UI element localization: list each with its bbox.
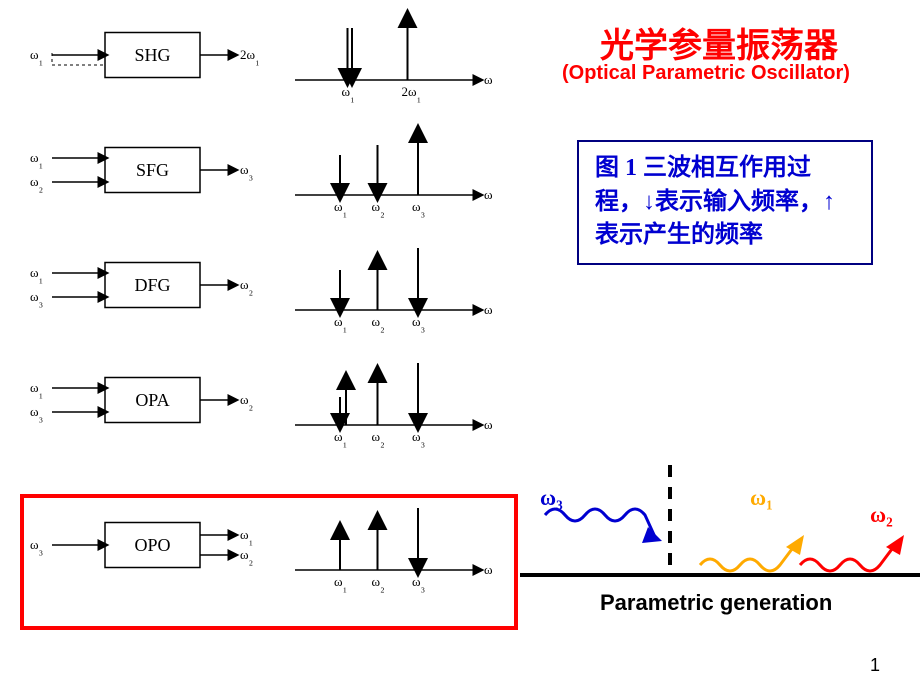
caption-text: 图 1 三波相互作用过程，↓表示输入频率，↑表示产生的频率 bbox=[595, 155, 835, 248]
svg-text:ω₃: ω₃ bbox=[412, 314, 425, 333]
parametric-generation-label: Parametric generation bbox=[600, 590, 832, 616]
svg-text:SHG: SHG bbox=[134, 45, 170, 65]
svg-text:ω₂: ω₂ bbox=[372, 199, 385, 218]
svg-text:ω₁: ω₁ bbox=[334, 199, 347, 218]
svg-text:ω₃: ω₃ bbox=[30, 289, 43, 308]
omega-3-label: ω₃ bbox=[540, 485, 563, 511]
svg-text:OPA: OPA bbox=[135, 390, 169, 410]
svg-text:2ω₁: 2ω₁ bbox=[240, 47, 260, 66]
svg-text:ω: ω bbox=[484, 417, 493, 432]
svg-text:ω₃: ω₃ bbox=[412, 574, 425, 593]
svg-text:ω₃: ω₃ bbox=[30, 404, 43, 423]
svg-text:ω₁: ω₁ bbox=[334, 314, 347, 333]
svg-text:ω: ω bbox=[484, 562, 493, 577]
svg-text:ω₁: ω₁ bbox=[30, 265, 43, 284]
title-english: (Optical Parametric Oscillator) bbox=[562, 62, 850, 85]
svg-text:ω₂: ω₂ bbox=[240, 392, 253, 411]
figure-caption: 图 1 三波相互作用过程，↓表示输入频率，↑表示产生的频率 bbox=[577, 140, 873, 265]
svg-text:ω₂: ω₂ bbox=[372, 429, 385, 448]
svg-text:ω: ω bbox=[484, 302, 493, 317]
svg-text:2ω₁: 2ω₁ bbox=[402, 84, 422, 103]
svg-text:ω₃: ω₃ bbox=[412, 199, 425, 218]
svg-text:ω₁: ω₁ bbox=[240, 527, 253, 546]
title-chinese: 光学参量振荡器 bbox=[600, 18, 838, 67]
svg-text:ω₁: ω₁ bbox=[342, 84, 355, 103]
svg-text:ω₁: ω₁ bbox=[30, 380, 43, 399]
omega-2-label: ω₂ bbox=[870, 502, 893, 528]
svg-text:ω₂: ω₂ bbox=[240, 277, 253, 296]
svg-text:ω₃: ω₃ bbox=[412, 429, 425, 448]
svg-text:ω₁: ω₁ bbox=[30, 47, 43, 66]
process-sfg: SFG ω₁ ω₂ ω₃ ω ω₁ ω₂ ω₃ bbox=[30, 133, 493, 218]
svg-text:ω₂: ω₂ bbox=[30, 174, 43, 193]
svg-text:DFG: DFG bbox=[134, 275, 170, 295]
page-number: 1 bbox=[870, 655, 880, 676]
svg-text:ω₁: ω₁ bbox=[334, 429, 347, 448]
svg-text:SFG: SFG bbox=[136, 160, 169, 180]
process-opa: OPA ω₁ ω₃ ω₂ ω ω₁ ω₂ ω₃ bbox=[30, 363, 493, 448]
svg-text:OPO: OPO bbox=[134, 535, 170, 555]
process-opo: OPOω₃ω₁ω₂ωω₁ω₂ω₃ bbox=[30, 508, 493, 593]
svg-text:ω₂: ω₂ bbox=[240, 547, 253, 566]
process-dfg: DFG ω₁ ω₃ ω₂ ω ω₁ ω₂ ω₃ bbox=[30, 248, 493, 333]
svg-text:ω₁: ω₁ bbox=[334, 574, 347, 593]
omega-1-label: ω₁ bbox=[750, 485, 773, 511]
svg-text:ω₁: ω₁ bbox=[30, 150, 43, 169]
svg-text:ω₃: ω₃ bbox=[30, 537, 43, 556]
svg-text:ω₂: ω₂ bbox=[372, 314, 385, 333]
process-diagrams: SHGω₁2ω₁ωω₁2ω₁SFGω₁ω₂ω₃ωω₁ω₂ω₃DFGω₁ω₃ω₂ω… bbox=[0, 0, 520, 640]
process-shg: SHG ω₁ 2ω₁ ω ω₁ 2ω₁ bbox=[30, 18, 493, 103]
svg-text:ω₂: ω₂ bbox=[372, 574, 385, 593]
svg-text:ω₃: ω₃ bbox=[240, 162, 253, 181]
svg-text:ω: ω bbox=[484, 72, 493, 87]
svg-text:ω: ω bbox=[484, 187, 493, 202]
